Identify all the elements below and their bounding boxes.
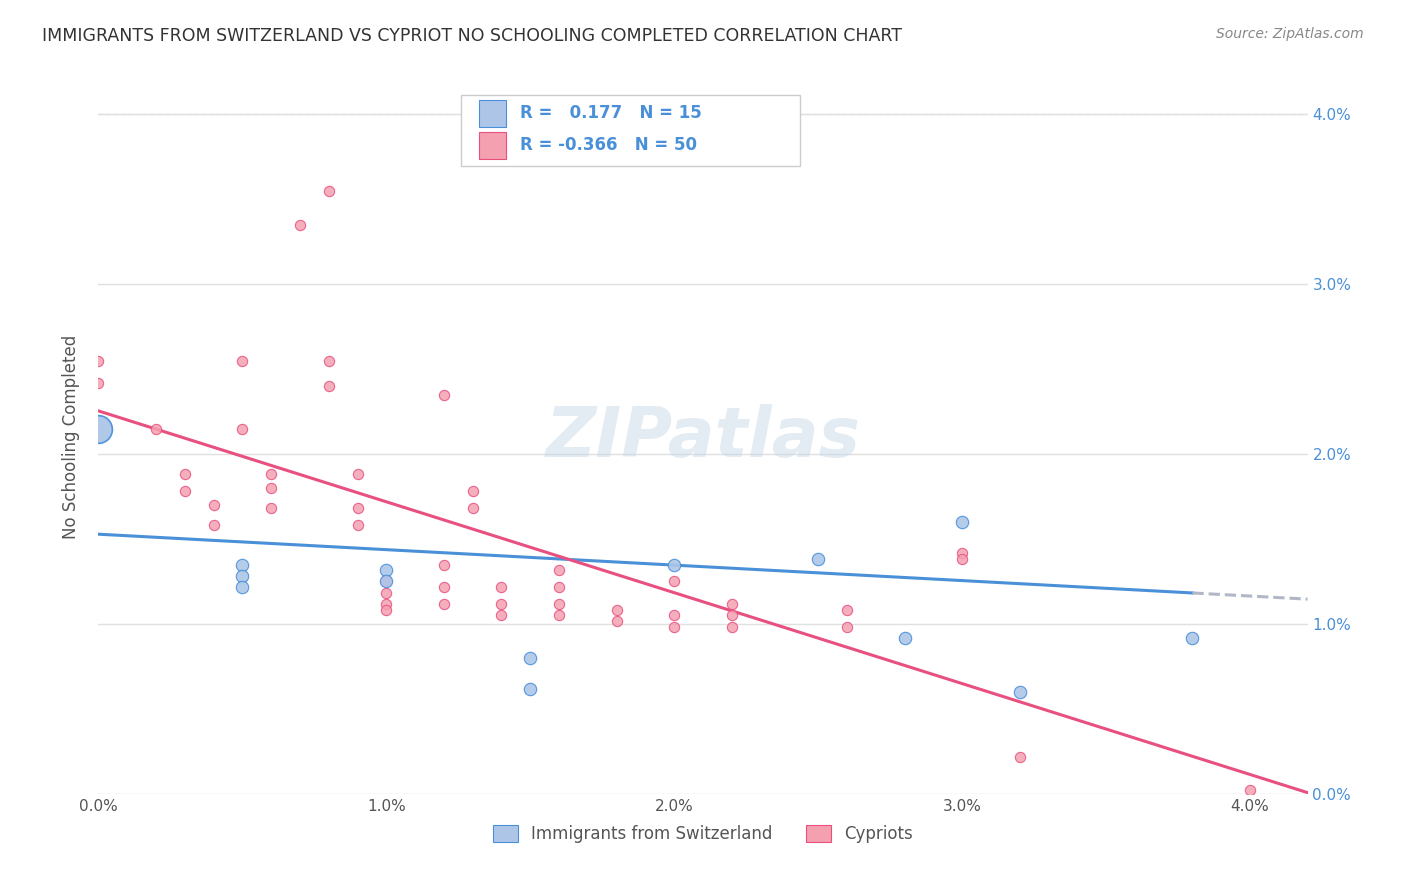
Point <box>720 608 742 623</box>
Point <box>950 552 973 566</box>
Point <box>950 515 973 529</box>
Text: R = -0.366   N = 50: R = -0.366 N = 50 <box>520 136 697 154</box>
Point <box>260 467 283 482</box>
Point <box>433 387 456 401</box>
Legend: Immigrants from Switzerland, Cypriots: Immigrants from Switzerland, Cypriots <box>486 818 920 850</box>
Point <box>461 501 484 516</box>
Point <box>231 421 253 435</box>
Point <box>491 580 513 594</box>
Point <box>548 563 571 577</box>
Point <box>173 484 195 499</box>
Point <box>231 558 253 572</box>
Point <box>1008 685 1031 699</box>
Point <box>1008 749 1031 764</box>
Point <box>807 552 830 566</box>
Point <box>346 467 368 482</box>
Point <box>519 681 541 696</box>
Point <box>893 631 915 645</box>
Point <box>835 620 858 634</box>
FancyBboxPatch shape <box>479 132 506 159</box>
Point <box>87 421 110 435</box>
FancyBboxPatch shape <box>479 100 506 127</box>
Point <box>202 498 225 512</box>
Point <box>835 603 858 617</box>
Point <box>318 379 340 393</box>
Point <box>664 608 686 623</box>
Text: R =   0.177   N = 15: R = 0.177 N = 15 <box>520 104 702 122</box>
Point <box>664 574 686 589</box>
Point <box>231 580 253 594</box>
Point <box>720 597 742 611</box>
Point <box>375 586 398 600</box>
Point <box>202 518 225 533</box>
Point <box>231 569 253 583</box>
Point <box>87 376 110 390</box>
Point <box>318 353 340 368</box>
Text: IMMIGRANTS FROM SWITZERLAND VS CYPRIOT NO SCHOOLING COMPLETED CORRELATION CHART: IMMIGRANTS FROM SWITZERLAND VS CYPRIOT N… <box>42 27 903 45</box>
Point <box>375 603 398 617</box>
Point <box>519 651 541 665</box>
Point <box>433 558 456 572</box>
Point <box>720 141 742 155</box>
Point <box>231 353 253 368</box>
Point <box>260 481 283 495</box>
Point <box>1239 783 1261 797</box>
Point <box>346 501 368 516</box>
Point <box>173 467 195 482</box>
Point <box>548 608 571 623</box>
Point <box>491 608 513 623</box>
Point <box>375 574 398 589</box>
Point <box>288 218 311 232</box>
Point <box>87 353 110 368</box>
Point <box>491 597 513 611</box>
Point <box>318 184 340 198</box>
Point <box>346 518 368 533</box>
Point <box>664 558 686 572</box>
Point <box>433 597 456 611</box>
FancyBboxPatch shape <box>461 95 800 166</box>
Point <box>950 546 973 560</box>
Point <box>720 620 742 634</box>
Point <box>664 620 686 634</box>
Point <box>1181 631 1204 645</box>
Point <box>375 597 398 611</box>
Point <box>260 501 283 516</box>
Point <box>548 597 571 611</box>
Point <box>375 563 398 577</box>
Text: ZIPatlas: ZIPatlas <box>546 403 860 471</box>
Point <box>461 484 484 499</box>
Point <box>606 614 628 628</box>
Point <box>145 421 167 435</box>
Point <box>433 580 456 594</box>
Point <box>548 580 571 594</box>
Point <box>375 574 398 589</box>
Text: Source: ZipAtlas.com: Source: ZipAtlas.com <box>1216 27 1364 41</box>
Y-axis label: No Schooling Completed: No Schooling Completed <box>62 335 80 539</box>
Point <box>606 603 628 617</box>
